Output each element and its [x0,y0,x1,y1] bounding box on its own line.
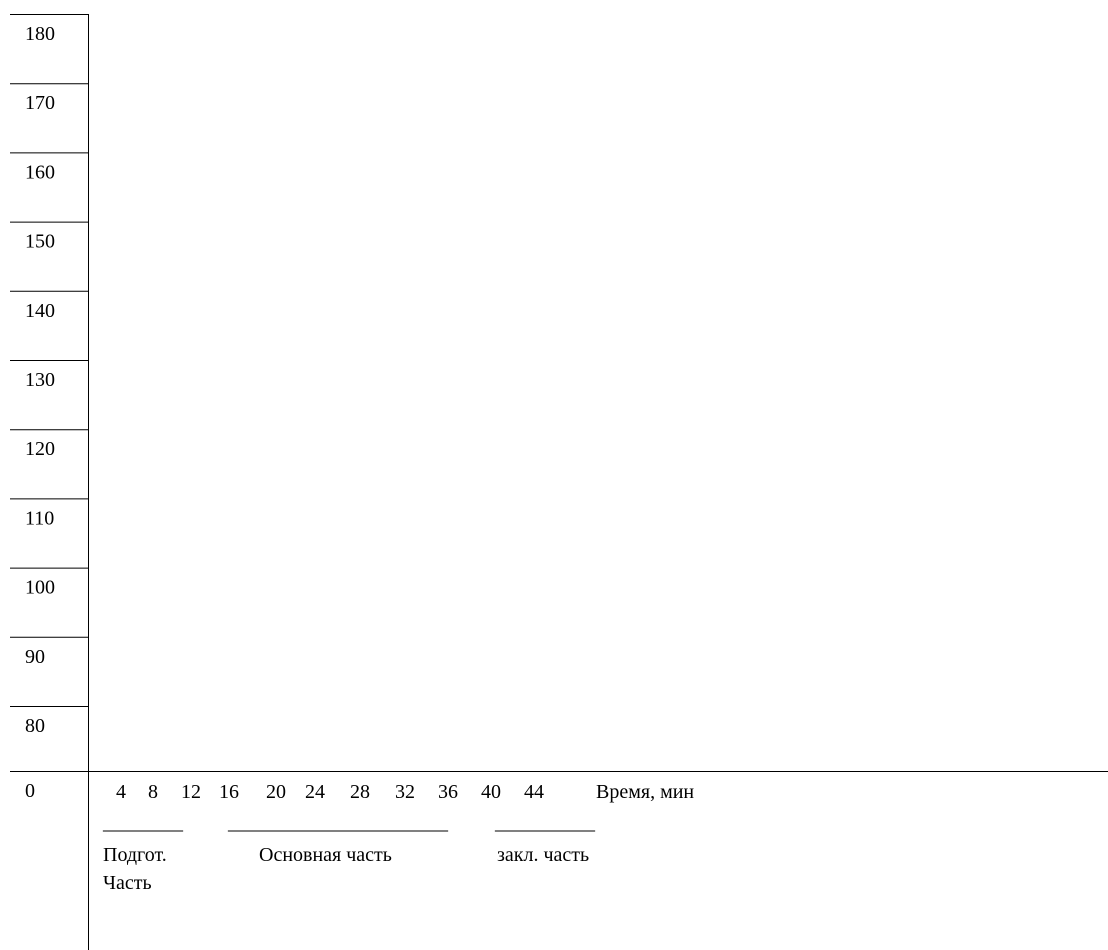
y-tick-label: 170 [25,92,55,114]
x-axis-label: Время, мин [596,781,694,803]
y-tick-label: 90 [25,646,45,668]
x-tick-label: 32 [395,781,415,803]
y-tick-label: 130 [25,369,55,391]
phase-final: __________ закл. часть [494,812,596,866]
phase-main: ______________________ Основная часть [227,812,449,866]
y-tick-label: 110 [25,507,54,529]
y-tick-label: 160 [25,161,55,183]
x-tick-label: 44 [524,781,544,803]
y-tick-label: 150 [25,231,55,253]
x-tick-label: 24 [305,781,325,803]
phase-preparatory: ________ Подгот. Часть [102,812,184,894]
x-tick-label: 16 [219,781,239,803]
phase-label: закл. часть [497,844,589,866]
y-tick-label: 100 [25,577,55,599]
phase-label: Подгот. [103,844,167,866]
x-tick-label: 28 [350,781,370,803]
y-tick-label: 120 [25,438,55,460]
x-tick-label: 8 [148,781,158,803]
x-axis-ticks: 4 8 12 16 20 24 28 32 36 40 44 [116,781,544,803]
y-tick-label: 80 [25,715,45,737]
phase-line: __________ [494,812,596,834]
y-axis-ticks: 180 170 160 150 140 130 120 110 100 90 80 [10,14,88,737]
x-tick-label: 20 [266,781,286,803]
y-tick-label: 180 [25,23,55,45]
phase-label: Основная часть [259,844,392,866]
y-tick-label: 140 [25,300,55,322]
x-tick-label: 36 [438,781,458,803]
x-tick-label: 4 [116,781,126,803]
origin-label: 0 [25,780,35,802]
phase-line: ________ [102,812,184,834]
phase-label-line2: Часть [103,872,152,894]
x-tick-label: 40 [481,781,501,803]
x-tick-label: 12 [181,781,201,803]
phase-line: ______________________ [227,812,449,834]
